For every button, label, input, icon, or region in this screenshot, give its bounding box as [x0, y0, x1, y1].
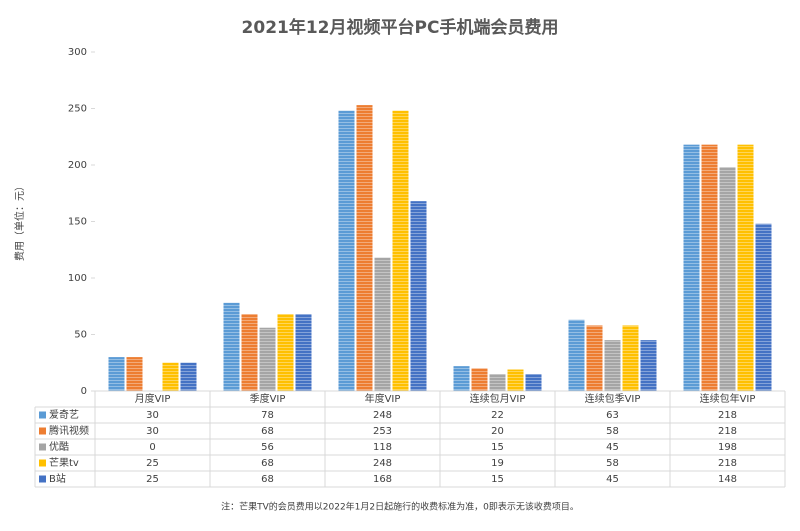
table-value: 78 — [261, 410, 274, 421]
bar-texture — [295, 314, 312, 391]
y-tick-label: 200 — [68, 160, 87, 171]
bar-texture — [126, 357, 143, 391]
table-value: 248 — [373, 458, 392, 469]
y-tick-label: 150 — [68, 217, 87, 228]
y-tick-label: 100 — [68, 273, 87, 284]
bar-texture — [338, 110, 355, 391]
x-tick-label: 连续包月VIP — [470, 392, 526, 405]
bar-texture — [162, 362, 179, 391]
bar-texture — [701, 144, 718, 391]
table-value: 218 — [718, 426, 737, 437]
y-axis-label: 费用（单位：元） — [13, 181, 26, 261]
bar-texture — [356, 105, 373, 392]
table-value: 118 — [373, 442, 392, 453]
legend-swatch — [39, 443, 46, 451]
bar-texture — [108, 357, 125, 391]
table-value: 19 — [491, 458, 504, 469]
y-tick-label: 250 — [68, 104, 87, 115]
y-tick-label: 300 — [68, 47, 87, 58]
bar-texture — [719, 167, 736, 391]
legend-swatch — [39, 411, 46, 419]
table-value: 20 — [491, 426, 504, 437]
table-value: 45 — [606, 474, 619, 485]
bar-texture — [489, 374, 506, 391]
table-value: 248 — [373, 410, 392, 421]
bar-texture — [392, 110, 409, 391]
table-value: 30 — [146, 410, 159, 421]
table-value: 0 — [149, 442, 155, 453]
bar-texture — [568, 319, 585, 391]
table-value: 68 — [261, 426, 274, 437]
bar-texture — [683, 144, 700, 391]
table-value: 22 — [491, 410, 504, 421]
x-tick-label: 季度VIP — [250, 392, 286, 405]
bar-texture — [586, 325, 603, 391]
y-tick-label: 0 — [81, 386, 87, 397]
table-value: 15 — [491, 474, 504, 485]
x-tick-label: 年度VIP — [365, 392, 401, 405]
note: 注：芒果TV的会员费用以2022年1月2日起施行的收费标准为准，0即表示无该收费… — [221, 501, 579, 513]
legend-label: B站 — [49, 472, 66, 485]
table-value: 15 — [491, 442, 504, 453]
legend-swatch — [39, 459, 46, 467]
legend-label: 芒果tv — [49, 456, 79, 469]
table-value: 30 — [146, 426, 159, 437]
bar-texture — [737, 144, 754, 391]
legend-swatch — [39, 427, 46, 435]
bar-texture — [223, 302, 240, 391]
bar-texture — [604, 340, 621, 391]
legend-label: 腾讯视频 — [49, 424, 89, 437]
table-value: 63 — [606, 410, 619, 421]
table-value: 148 — [718, 474, 737, 485]
bar-texture — [622, 325, 639, 391]
bar-texture — [525, 374, 542, 391]
table-value: 25 — [146, 458, 159, 469]
legend-label: 爱奇艺 — [49, 408, 79, 421]
table-value: 68 — [261, 458, 274, 469]
bar-texture — [410, 201, 427, 391]
bar-texture — [507, 369, 524, 391]
table-value: 68 — [261, 474, 274, 485]
y-tick-label: 50 — [74, 330, 87, 341]
table-value: 58 — [606, 426, 619, 437]
table-value: 198 — [718, 442, 737, 453]
bar-texture — [640, 340, 657, 391]
x-tick-label: 连续包年VIP — [700, 392, 756, 405]
table-value: 25 — [146, 474, 159, 485]
bar-texture — [755, 223, 772, 391]
legend-label: 优酷 — [49, 440, 69, 453]
bar-texture — [453, 366, 470, 391]
bar-texture — [374, 257, 391, 391]
x-tick-label: 连续包季VIP — [585, 392, 641, 405]
chart-title: 2021年12月视频平台PC手机端会员费用 — [242, 17, 559, 38]
table-value: 253 — [373, 426, 392, 437]
bar-texture — [241, 314, 258, 391]
x-tick-label: 月度VIP — [135, 392, 171, 405]
table-value: 218 — [718, 458, 737, 469]
table-value: 218 — [718, 410, 737, 421]
table-value: 56 — [261, 442, 274, 453]
table-value: 45 — [606, 442, 619, 453]
bar-texture — [180, 362, 197, 391]
bar-texture — [277, 314, 294, 391]
legend-swatch — [39, 475, 46, 483]
table-value: 168 — [373, 474, 392, 485]
bar-texture — [471, 368, 488, 391]
table-value: 58 — [606, 458, 619, 469]
bar-texture — [259, 327, 276, 391]
